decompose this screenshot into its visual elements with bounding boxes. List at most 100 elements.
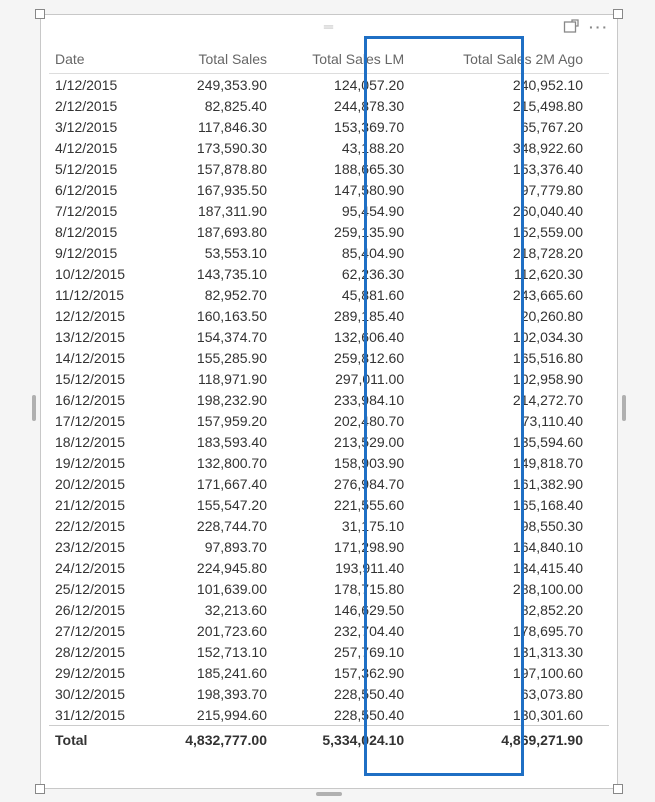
cell-value: 20,260.80 [426,305,609,326]
cell-value: 171,667.40 [152,473,289,494]
table-row[interactable]: 3/12/2015117,846.30153,369.7065,767.20 [49,116,609,137]
table-scroll-region[interactable]: Date Total Sales Total Sales LM Total Sa… [49,47,609,780]
table-row[interactable]: 27/12/2015201,723.60232,704.40178,695.70 [49,620,609,641]
resize-handle-tr[interactable] [613,9,623,19]
cell-value: 85,404.90 [289,242,426,263]
more-options-icon[interactable]: ··· [589,19,609,35]
table-visual[interactable]: ═ ··· Date Total Sales Total Sales LM To… [40,14,618,789]
cell-value: 152,713.10 [152,641,289,662]
cell-value: 164,840.10 [426,536,609,557]
table-row[interactable]: 7/12/2015187,311.9095,454.90260,040.40 [49,200,609,221]
cell-value: 289,185.40 [289,305,426,326]
cell-value: 173,590.30 [152,137,289,158]
table-row[interactable]: 22/12/2015228,744.7031,175.1098,550.30 [49,515,609,536]
cell-value: 171,298.90 [289,536,426,557]
table-row[interactable]: 1/12/2015249,353.90124,057.20240,952.10 [49,74,609,96]
cell-value: 221,555.60 [289,494,426,515]
table-row[interactable]: 10/12/2015143,735.1062,236.30112,620.30 [49,263,609,284]
table-row[interactable]: 9/12/201553,553.1085,404.90218,728.20 [49,242,609,263]
cell-date: 28/12/2015 [49,641,152,662]
table-row[interactable]: 5/12/2015157,878.80188,665.30153,376.40 [49,158,609,179]
cell-value: 215,994.60 [152,704,289,726]
col-header-total-sales-2m[interactable]: Total Sales 2M Ago [426,47,609,74]
cell-value: 348,922.60 [426,137,609,158]
cell-value: 224,945.80 [152,557,289,578]
cell-date: 23/12/2015 [49,536,152,557]
cell-date: 10/12/2015 [49,263,152,284]
cell-value: 244,878.30 [289,95,426,116]
cell-value: 157,362.90 [289,662,426,683]
cell-date: 22/12/2015 [49,515,152,536]
cell-value: 146,629.50 [289,599,426,620]
table-row[interactable]: 18/12/2015183,593.40213,529.00135,594.60 [49,431,609,452]
cell-date: 25/12/2015 [49,578,152,599]
resize-handle-bottom[interactable] [316,792,342,796]
table-row[interactable]: 31/12/2015215,994.60228,550.40130,301.60 [49,704,609,726]
resize-handle-tl[interactable] [35,9,45,19]
resize-handle-bl[interactable] [35,784,45,794]
cell-value: 260,040.40 [426,200,609,221]
cell-value: 98,550.30 [426,515,609,536]
cell-value: 259,812.60 [289,347,426,368]
cell-value: 160,163.50 [152,305,289,326]
table-row[interactable]: 16/12/2015198,232.90233,984.10214,272.70 [49,389,609,410]
cell-date: 19/12/2015 [49,452,152,473]
table-row[interactable]: 28/12/2015152,713.10257,769.10131,313.30 [49,641,609,662]
cell-value: 243,665.60 [426,284,609,305]
table-row[interactable]: 17/12/2015157,959.20202,480.7073,110.40 [49,410,609,431]
table-row[interactable]: 8/12/2015187,693.80259,135.90152,559.00 [49,221,609,242]
cell-date: 13/12/2015 [49,326,152,347]
resize-handle-right[interactable] [622,395,626,421]
cell-value: 187,311.90 [152,200,289,221]
cell-value: 154,374.70 [152,326,289,347]
table-row[interactable]: 2/12/201582,825.40244,878.30215,498.80 [49,95,609,116]
table-header-row[interactable]: Date Total Sales Total Sales LM Total Sa… [49,47,609,74]
resize-handle-left[interactable] [32,395,36,421]
table-row[interactable]: 24/12/2015224,945.80193,911.40134,415.40 [49,557,609,578]
table-row[interactable]: 14/12/2015155,285.90259,812.60165,516.80 [49,347,609,368]
table-row[interactable]: 4/12/2015173,590.3043,188.20348,922.60 [49,137,609,158]
cell-date: 3/12/2015 [49,116,152,137]
table-row[interactable]: 30/12/2015198,393.70228,550.4063,073.80 [49,683,609,704]
cell-value: 257,769.10 [289,641,426,662]
cell-date: 30/12/2015 [49,683,152,704]
cell-value: 73,110.40 [426,410,609,431]
cell-value: 147,580.90 [289,179,426,200]
cell-value: 232,704.40 [289,620,426,641]
cell-value: 132,800.70 [152,452,289,473]
cell-value: 117,846.30 [152,116,289,137]
table-row[interactable]: 6/12/2015167,935.50147,580.9097,779.80 [49,179,609,200]
cell-value: 201,723.60 [152,620,289,641]
resize-handle-br[interactable] [613,784,623,794]
table-row[interactable]: 23/12/201597,893.70171,298.90164,840.10 [49,536,609,557]
cell-value: 193,911.40 [289,557,426,578]
table-row[interactable]: 20/12/2015171,667.40276,984.70161,382.90 [49,473,609,494]
table-row[interactable]: 19/12/2015132,800.70158,903.90149,818.70 [49,452,609,473]
table-row[interactable]: 29/12/2015185,241.60157,362.90197,100.60 [49,662,609,683]
cell-value: 165,516.80 [426,347,609,368]
cell-date: 2/12/2015 [49,95,152,116]
col-header-total-sales[interactable]: Total Sales [152,47,289,74]
table-row[interactable]: 21/12/2015155,547.20221,555.60165,168.40 [49,494,609,515]
cell-value: 153,369.70 [289,116,426,137]
table-row[interactable]: 15/12/2015118,971.90297,011.00102,958.90 [49,368,609,389]
cell-date: 15/12/2015 [49,368,152,389]
cell-date: 31/12/2015 [49,704,152,726]
col-header-total-sales-lm[interactable]: Total Sales LM [289,47,426,74]
table-row[interactable]: 13/12/2015154,374.70132,606.40102,034.30 [49,326,609,347]
cell-value: 165,168.40 [426,494,609,515]
total-label: Total [49,726,152,755]
cell-value: 97,893.70 [152,536,289,557]
table-row[interactable]: 12/12/2015160,163.50289,185.4020,260.80 [49,305,609,326]
cell-value: 240,952.10 [426,74,609,96]
table-row[interactable]: 11/12/201582,952.7045,881.60243,665.60 [49,284,609,305]
cell-value: 143,735.10 [152,263,289,284]
table-row[interactable]: 25/12/2015101,639.00178,715.80288,100.00 [49,578,609,599]
table-row[interactable]: 26/12/201532,213.60146,629.5082,852.20 [49,599,609,620]
drag-grip-icon[interactable]: ═ [324,19,334,34]
focus-mode-icon[interactable] [563,19,579,35]
cell-value: 157,959.20 [152,410,289,431]
cell-value: 153,376.40 [426,158,609,179]
cell-value: 53,553.10 [152,242,289,263]
col-header-date[interactable]: Date [49,47,152,74]
